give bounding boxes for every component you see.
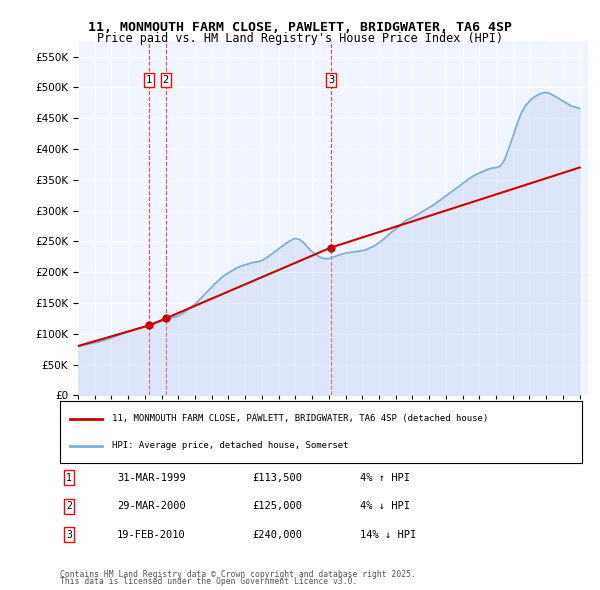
Text: 29-MAR-2000: 29-MAR-2000 <box>117 502 186 511</box>
Text: Contains HM Land Registry data © Crown copyright and database right 2025.: Contains HM Land Registry data © Crown c… <box>60 571 416 579</box>
Text: 3: 3 <box>328 76 334 85</box>
Text: 11, MONMOUTH FARM CLOSE, PAWLETT, BRIDGWATER, TA6 4SP: 11, MONMOUTH FARM CLOSE, PAWLETT, BRIDGW… <box>88 21 512 34</box>
Text: £125,000: £125,000 <box>252 502 302 511</box>
Text: 4% ↓ HPI: 4% ↓ HPI <box>360 502 410 511</box>
Text: This data is licensed under the Open Government Licence v3.0.: This data is licensed under the Open Gov… <box>60 578 358 586</box>
Text: HPI: Average price, detached house, Somerset: HPI: Average price, detached house, Some… <box>112 441 349 450</box>
Text: 1: 1 <box>146 76 152 85</box>
Text: 19-FEB-2010: 19-FEB-2010 <box>117 530 186 539</box>
Text: 1: 1 <box>66 473 72 483</box>
Text: 31-MAR-1999: 31-MAR-1999 <box>117 473 186 483</box>
Text: 4% ↑ HPI: 4% ↑ HPI <box>360 473 410 483</box>
Text: 2: 2 <box>66 502 72 511</box>
Text: 14% ↓ HPI: 14% ↓ HPI <box>360 530 416 539</box>
Text: 11, MONMOUTH FARM CLOSE, PAWLETT, BRIDGWATER, TA6 4SP (detached house): 11, MONMOUTH FARM CLOSE, PAWLETT, BRIDGW… <box>112 414 488 423</box>
Text: £113,500: £113,500 <box>252 473 302 483</box>
Text: £240,000: £240,000 <box>252 530 302 539</box>
Text: Price paid vs. HM Land Registry's House Price Index (HPI): Price paid vs. HM Land Registry's House … <box>97 32 503 45</box>
Text: 2: 2 <box>163 76 169 85</box>
Text: 3: 3 <box>66 530 72 539</box>
